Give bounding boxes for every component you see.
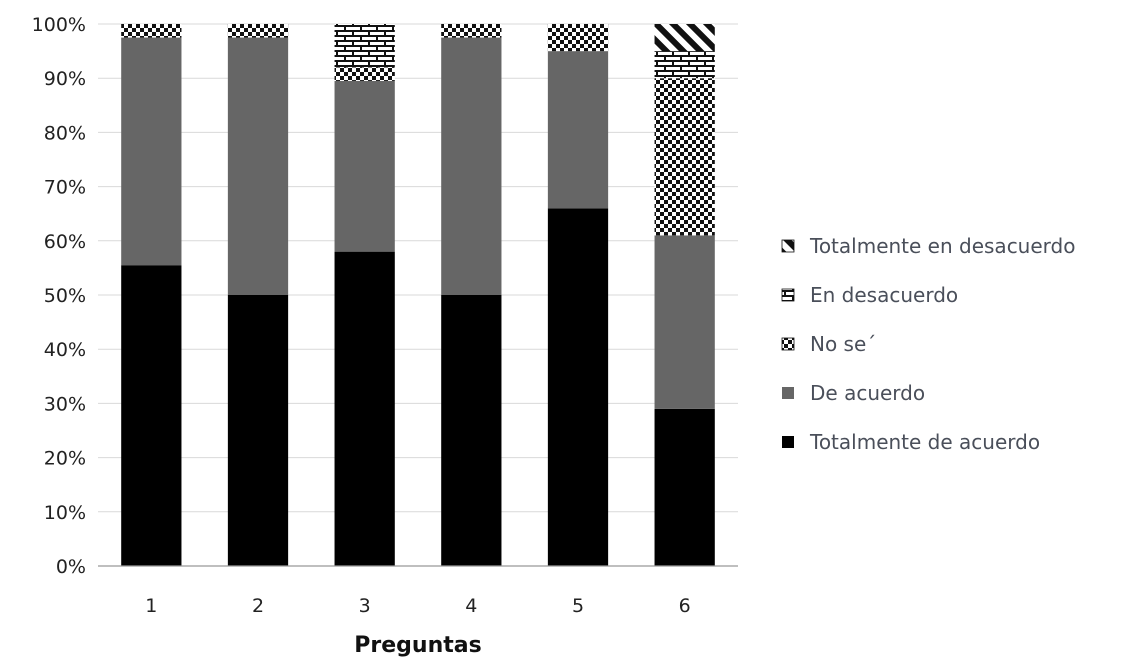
legend-swatch-totalmente-en-desacuerdo [781,239,795,253]
y-tick-label: 10% [44,502,86,524]
y-tick-label: 80% [44,122,86,144]
gridlines [98,23,738,513]
x-tick-label: 6 [679,595,691,617]
legend-label-de-acuerdo: De acuerdo [810,381,925,405]
y-tick-label: 90% [44,68,86,90]
legend-swatch-de-acuerdo [782,387,794,399]
bar-segment-de-acuerdo-q5 [547,51,609,209]
bar-segment-totalmente-de-acuerdo-q6 [654,408,715,566]
bar-segment-no-se-q1 [121,24,182,38]
bar-segment-totalmente-en-desacuerdo-q6 [654,24,715,52]
legend-label-totalmente-de-acuerdo: Totalmente de acuerdo [809,430,1040,454]
y-tick-label: 0% [56,556,86,578]
bar-segment-en-desacuerdo-q3 [334,24,395,68]
bar-segment-no-se-q2 [227,24,289,38]
bars [121,24,715,566]
y-tick-label: 60% [44,231,86,253]
x-axis-label: Preguntas [354,633,481,658]
bar-segment-no-se-q5 [547,24,609,52]
x-tick-label: 4 [465,595,477,617]
x-tick-label: 1 [145,595,157,617]
bar-segment-de-acuerdo-q4 [441,37,502,296]
legend-swatch-no-se [781,337,795,351]
legend-swatch-totalmente-de-acuerdo [782,436,794,448]
x-tick-label: 5 [572,595,584,617]
y-tick-label: 30% [44,393,86,415]
legend-label-totalmente-en-desacuerdo: Totalmente en desacuerdo [809,234,1075,258]
bar-segment-totalmente-de-acuerdo-q5 [547,208,609,566]
legend: Totalmente en desacuerdo En desacuerdo No … [781,234,1075,454]
bar-segment-totalmente-de-acuerdo-q4 [441,295,502,566]
bar-segment-en-desacuerdo-q6 [654,51,715,79]
x-tick-label: 2 [252,595,264,617]
bar-segment-no-se-q6 [654,78,715,236]
bar-segment-no-se-q3 [334,67,395,81]
bar-segment-totalmente-de-acuerdo-q1 [121,265,182,566]
bar-segment-totalmente-de-acuerdo-q3 [334,251,395,566]
bar-segment-no-se-q4 [441,24,502,38]
legend-label-no-se: No se´ [810,332,876,356]
y-tick-label: 100% [32,14,86,36]
y-tick-label: 70% [44,177,86,199]
y-tick-label: 20% [44,448,86,470]
y-axis: 0% 10% 20% 30% 40% 50% 60% 70% 80% 90% 100% [32,14,86,578]
bar-segment-de-acuerdo-q2 [227,37,289,296]
x-tick-label: 3 [359,595,371,617]
bar-segment-totalmente-de-acuerdo-q2 [227,295,289,566]
legend-swatch-en-desacuerdo [781,288,795,302]
bar-segment-de-acuerdo-q1 [121,37,182,266]
y-tick-label: 50% [44,285,86,307]
bar-segment-de-acuerdo-q6 [654,235,715,409]
x-axis: 1 2 3 4 5 6 [98,565,738,617]
y-tick-label: 40% [44,339,86,361]
bar-segment-de-acuerdo-q3 [334,80,395,252]
legend-label-en-desacuerdo: En desacuerdo [810,283,958,307]
